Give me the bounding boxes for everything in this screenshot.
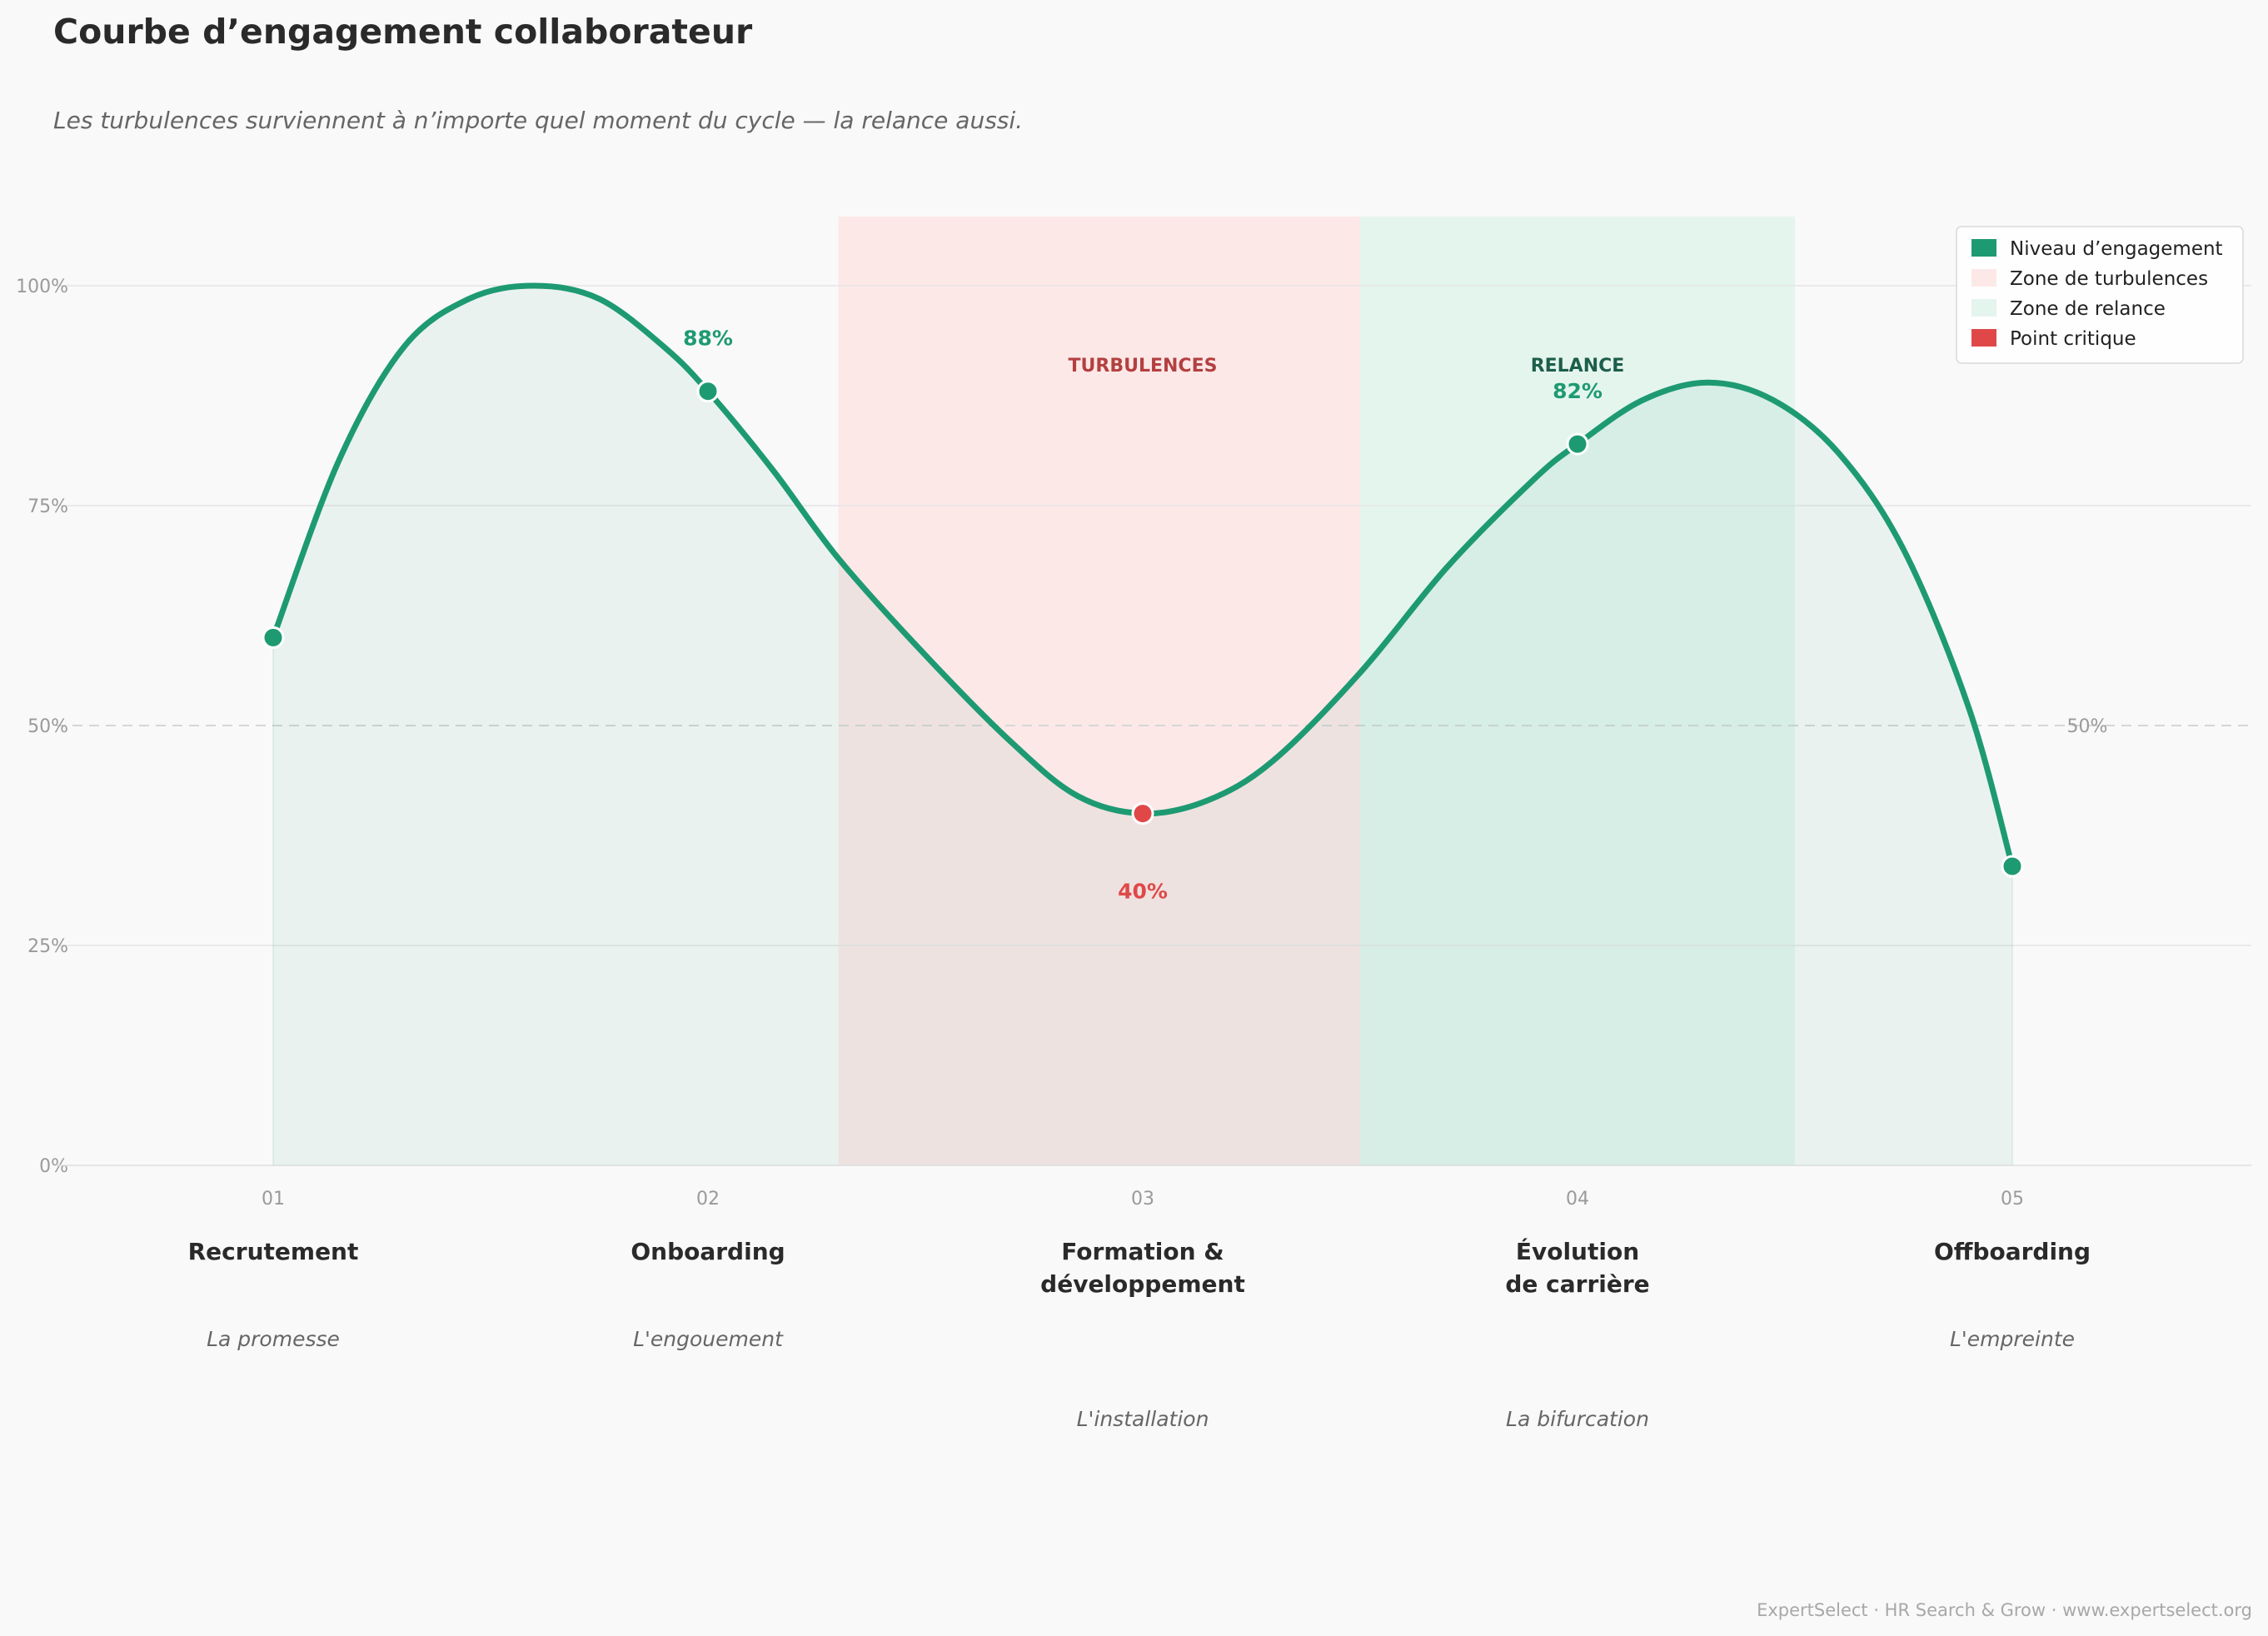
data-label: 40% — [1118, 880, 1168, 904]
chart-subtitle: Les turbulences surviennent à n’importe … — [53, 107, 1023, 134]
x-tick-label: 04 — [1566, 1189, 1589, 1210]
footer-credit: ExpertSelect · HR Search & Grow · www.ex… — [1757, 1600, 2252, 1620]
data-label: 82% — [1553, 379, 1603, 403]
legend: Niveau d’engagement Zone de turbulences Zo… — [1956, 226, 2244, 364]
y-tick-label: 75% — [27, 496, 68, 517]
x-tick-label: 02 — [696, 1189, 720, 1210]
stage-name: développement — [1040, 1270, 1245, 1298]
axis-layer: 0% 25% 50% 75% 100% 01 02 03 04 05 Recrutement La p… — [16, 277, 2252, 1431]
legend-label: Point critique — [2010, 328, 2136, 350]
critical-point — [1131, 802, 1154, 825]
stage-tagline: L'installation — [1077, 1407, 1209, 1431]
y-tick-label: 25% — [27, 936, 68, 957]
stage-tagline: La bifurcation — [1506, 1407, 1649, 1431]
legend-box — [1956, 226, 2244, 364]
legend-label: Zone de turbulences — [2010, 268, 2208, 290]
zones-layer — [838, 217, 1795, 1165]
legend-label: Niveau d’engagement — [2010, 238, 2223, 260]
legend-label: Zone de relance — [2010, 298, 2166, 320]
y-tick-label: 100% — [16, 277, 68, 297]
chart-title: Courbe d’engagement collaborateur — [53, 12, 753, 52]
x-tick-label: 05 — [2001, 1189, 2024, 1210]
stage-tagline: La promesse — [207, 1327, 340, 1351]
legend-swatch — [1971, 269, 1996, 287]
data-point — [696, 380, 720, 403]
stage-name: Recrutement — [188, 1238, 359, 1265]
stage-tagline: L'empreinte — [1950, 1327, 2075, 1351]
stage-name: de carrière — [1505, 1270, 1649, 1298]
stage-tagline: L'engouement — [633, 1327, 784, 1351]
stage-name: Onboarding — [631, 1238, 785, 1265]
legend-swatch — [1971, 299, 1996, 317]
y-tick-label: 0% — [39, 1156, 68, 1177]
data-label: 88% — [683, 327, 733, 351]
zone-label-turbulences: TURBULENCES — [1069, 356, 1218, 377]
reference-line-label: 50% — [2067, 716, 2108, 737]
data-point — [1566, 432, 1589, 456]
zone-label-relance: RELANCE — [1531, 356, 1625, 377]
y-tick-label: 50% — [27, 716, 68, 737]
x-tick-label: 01 — [262, 1189, 285, 1210]
legend-swatch — [1971, 329, 1996, 347]
zone-band-relance — [1360, 217, 1795, 1165]
zone-band-turbulences — [838, 217, 1360, 1165]
x-tick-label: 03 — [1131, 1189, 1154, 1210]
stage-name: Offboarding — [1934, 1238, 2091, 1265]
points-layer — [262, 380, 2024, 878]
data-point — [2001, 855, 2024, 878]
stage-name: Formation & — [1061, 1238, 1224, 1265]
stage-name: Évolution — [1516, 1237, 1639, 1265]
labels-layer: 50% 88% 40% 82% TURBULENCES RELANCE — [683, 327, 2107, 904]
legend-swatch — [1971, 239, 1996, 257]
data-point — [262, 626, 285, 649]
